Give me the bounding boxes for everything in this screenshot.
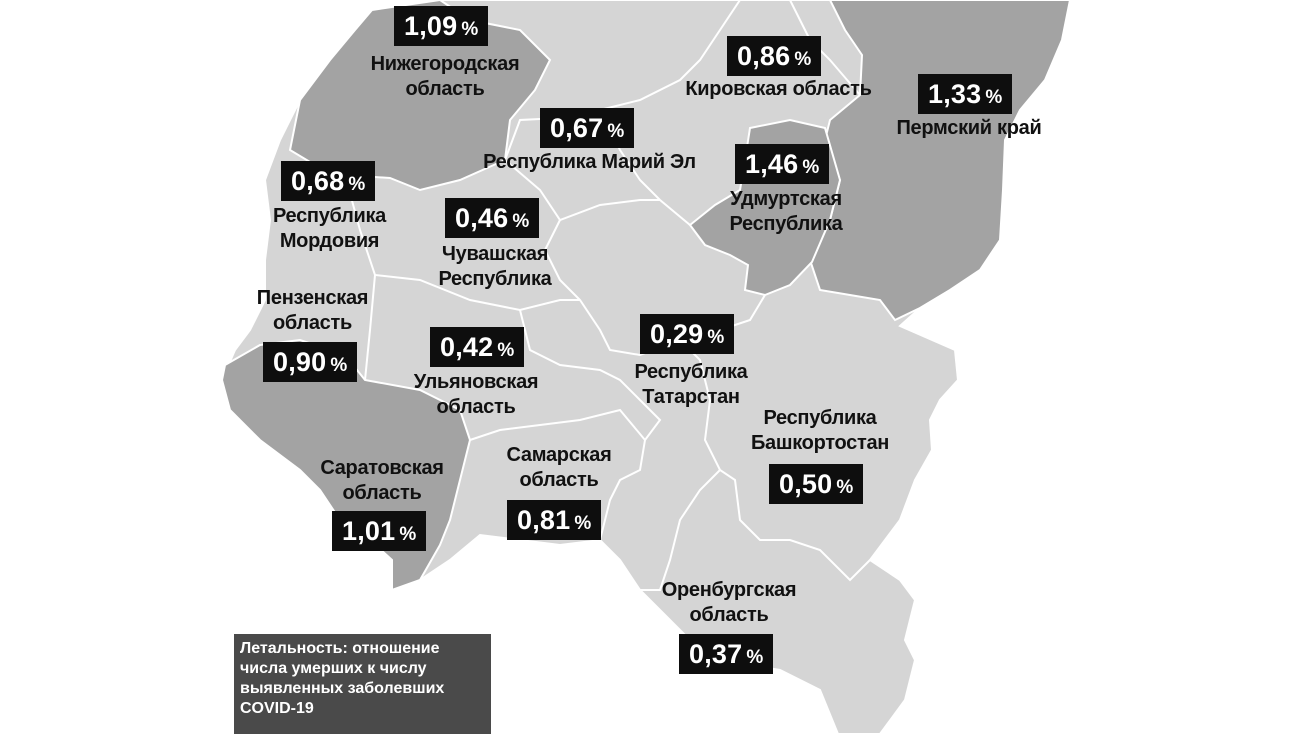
label-orenburg: Оренбургская область [661, 579, 797, 626]
percent-sign: % [802, 157, 820, 178]
label-mari: Республика Марий Эл [483, 151, 696, 173]
percent-sign: % [512, 211, 530, 232]
value-text: 0,90 [273, 347, 327, 377]
value-text: 0,50 [779, 469, 833, 499]
legend-note: Летальность: отношение числа умерших к ч… [234, 634, 491, 734]
percent-sign: % [574, 513, 592, 534]
label-tatarstan: Республика Татарстан [634, 361, 748, 408]
value-badge-mari: 0,67% [540, 108, 635, 148]
value-badge-samara: 0,81% [507, 500, 602, 540]
value-text: 0,46 [455, 203, 509, 233]
value-text: 1,33 [928, 79, 982, 109]
label-udmurt: Удмуртская Республика [729, 188, 843, 235]
value-badge-penza: 0,90% [263, 342, 358, 382]
percent-sign: % [746, 647, 764, 668]
region-nizhny [288, 0, 552, 192]
percent-sign: % [836, 477, 854, 498]
label-chuvash: Чувашская Республика [438, 243, 552, 290]
value-text: 0,86 [737, 41, 791, 71]
label-penza: Пензенская область [256, 287, 369, 334]
value-badge-bashkortostan: 0,50% [769, 464, 864, 504]
percent-sign: % [330, 355, 348, 376]
percent-sign: % [497, 340, 515, 361]
percent-sign: % [707, 327, 725, 348]
value-text: 1,01 [342, 516, 396, 546]
value-badge-chuvash: 0,46% [445, 198, 540, 238]
value-text: 0,29 [650, 319, 704, 349]
label-mordovia: Республика Мордовия [272, 205, 387, 252]
value-badge-kirov: 0,86% [727, 36, 822, 76]
value-badge-mordovia: 0,68% [281, 161, 376, 201]
percent-sign: % [399, 524, 417, 545]
percent-sign: % [461, 19, 479, 40]
value-text: 1,09 [404, 11, 458, 41]
value-badge-ulyanovsk: 0,42% [430, 327, 525, 367]
value-badge-tatarstan: 0,29% [640, 314, 735, 354]
value-text: 0,37 [689, 639, 743, 669]
value-badge-orenburg: 0,37% [679, 634, 774, 674]
value-text: 0,81 [517, 505, 571, 535]
percent-sign: % [985, 87, 1003, 108]
value-text: 0,68 [291, 166, 345, 196]
percent-sign: % [348, 174, 366, 195]
value-badge-nizhny: 1,09% [394, 6, 489, 46]
label-saratov: Саратовская область [320, 457, 444, 504]
label-nizhny: Нижегородская область [370, 53, 520, 100]
label-perm: Пермский край [896, 117, 1042, 139]
value-badge-perm: 1,33% [918, 74, 1013, 114]
value-badge-saratov: 1,01% [332, 511, 427, 551]
value-text: 0,67 [550, 113, 604, 143]
percent-sign: % [794, 49, 812, 70]
percent-sign: % [607, 121, 625, 142]
label-bashkortostan: Республика Башкортостан [750, 407, 890, 454]
value-text: 1,46 [745, 149, 799, 179]
label-ulyanovsk: Ульяновская область [413, 371, 539, 418]
value-text: 0,42 [440, 332, 494, 362]
label-kirov: Кировская область [685, 78, 872, 100]
label-samara: Самарская область [506, 444, 612, 491]
value-badge-udmurt: 1,46% [735, 144, 830, 184]
